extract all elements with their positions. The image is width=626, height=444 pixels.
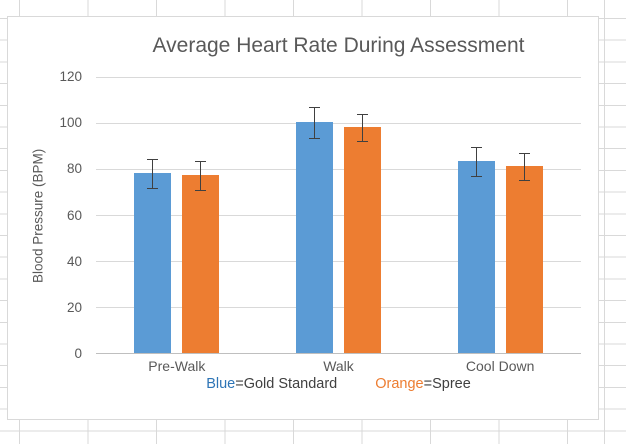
plot-area bbox=[96, 76, 581, 354]
error-bar-orange-walk bbox=[357, 113, 368, 142]
y-axis-ticks[interactable]: 0 20 40 60 80 100 120 bbox=[48, 69, 82, 361]
legend[interactable]: Blue=Gold Standard Orange=Spree bbox=[96, 376, 581, 392]
y-tick-60: 60 bbox=[66, 207, 82, 223]
y-tick-20: 20 bbox=[66, 299, 82, 315]
error-bar-blue-cool-down bbox=[470, 147, 482, 178]
bar-blue-cool-down[interactable] bbox=[457, 161, 495, 353]
gridline-100 bbox=[96, 122, 581, 124]
y-tick-80: 80 bbox=[66, 161, 82, 177]
gridline-120 bbox=[96, 76, 581, 78]
x-label-pre-walk: Pre-Walk bbox=[148, 358, 206, 374]
legend-orange-label: =Spree bbox=[423, 376, 471, 392]
error-bar-blue-walk bbox=[309, 107, 320, 140]
x-label-cool-down: Cool Down bbox=[465, 358, 535, 374]
bar-orange-walk[interactable] bbox=[344, 126, 381, 353]
gridline-40 bbox=[96, 261, 581, 263]
bar-blue-pre-walk[interactable] bbox=[134, 172, 172, 353]
bar-orange-pre-walk[interactable] bbox=[182, 175, 220, 353]
y-tick-100: 100 bbox=[59, 115, 82, 131]
gridline-20 bbox=[96, 307, 581, 309]
y-tick-40: 40 bbox=[66, 253, 82, 269]
gridline-60 bbox=[96, 215, 581, 216]
x-label-walk: Walk bbox=[323, 358, 354, 374]
x-axis-labels[interactable]: Pre-Walk Walk Cool Down bbox=[96, 358, 581, 376]
bar-blue-walk[interactable] bbox=[296, 122, 333, 353]
y-tick-120: 120 bbox=[59, 69, 82, 84]
legend-blue-label: =Gold Standard bbox=[235, 376, 338, 392]
bar-orange-cool-down[interactable] bbox=[505, 166, 543, 353]
gridline-80 bbox=[96, 168, 581, 170]
legend-orange-key: Orange bbox=[375, 376, 424, 392]
chart-title[interactable]: Average Heart Rate During Assessment bbox=[152, 34, 525, 57]
legend-blue-key: Blue bbox=[206, 376, 236, 392]
chart-area[interactable]: Average Heart Rate During Assessment Blo… bbox=[7, 16, 599, 420]
y-tick-0: 0 bbox=[74, 346, 82, 361]
y-axis-title[interactable]: Blood Pressure (BPM) bbox=[30, 148, 46, 283]
excel-column-gridline bbox=[604, 0, 605, 444]
error-bar-orange-pre-walk bbox=[195, 161, 207, 192]
error-bar-blue-pre-walk bbox=[147, 158, 159, 189]
error-bar-orange-cool-down bbox=[518, 153, 530, 181]
